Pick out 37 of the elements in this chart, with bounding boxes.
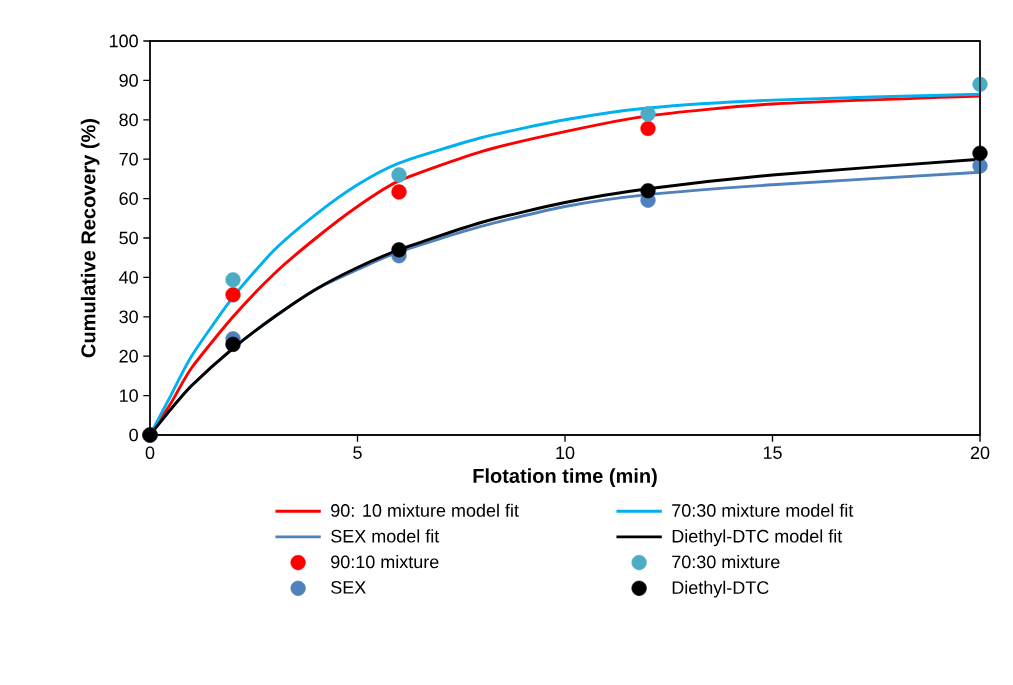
legend-label: SEX model fit: [331, 529, 440, 543]
x-tick-label: 0: [145, 446, 155, 460]
point: [391, 242, 407, 258]
point: [391, 167, 407, 183]
y-tick-label: 20: [119, 349, 138, 363]
legend-label: Diethyl-DTC: [672, 580, 769, 598]
x-tick-label: 5: [353, 446, 362, 459]
point: [391, 184, 407, 200]
y-tick-label: 40: [119, 271, 138, 284]
y-tick-label: 80: [119, 113, 138, 127]
x-tick-label: 20: [970, 446, 990, 460]
point: [225, 272, 241, 288]
x-tick-label: 15: [763, 446, 782, 459]
point: [225, 287, 241, 303]
legend-label: 70:30 mixture model fit: [672, 503, 854, 517]
legend-label: SEX: [331, 581, 366, 594]
legend-label: 90: 10 mixture model fit: [331, 503, 519, 517]
point: [640, 106, 656, 122]
legend-label: Diethyl-DTC model fit: [672, 529, 843, 547]
legend-label: 70:30 mixture: [672, 555, 780, 569]
y-tick-label: 30: [119, 310, 138, 324]
x-tick-label: 10: [556, 446, 575, 460]
y-tick-label: 90: [119, 74, 138, 87]
y-axis-title: Cumulative Recovery (%): [80, 118, 100, 358]
point: [640, 120, 656, 137]
y-tick-label: 10: [119, 389, 138, 402]
legend-label: 90:10 mixture: [331, 555, 439, 569]
y-tick-label: 60: [119, 192, 138, 205]
point: [972, 76, 988, 92]
y-tick-label: 70: [119, 152, 138, 166]
point: [640, 183, 656, 199]
y-tick-label: 100: [109, 34, 138, 48]
point: [225, 336, 241, 352]
point: [972, 145, 988, 161]
y-tick-label: 0: [129, 428, 138, 442]
x-axis-title: Flotation time (min): [473, 468, 657, 487]
y-tick-label: 50: [119, 231, 138, 245]
